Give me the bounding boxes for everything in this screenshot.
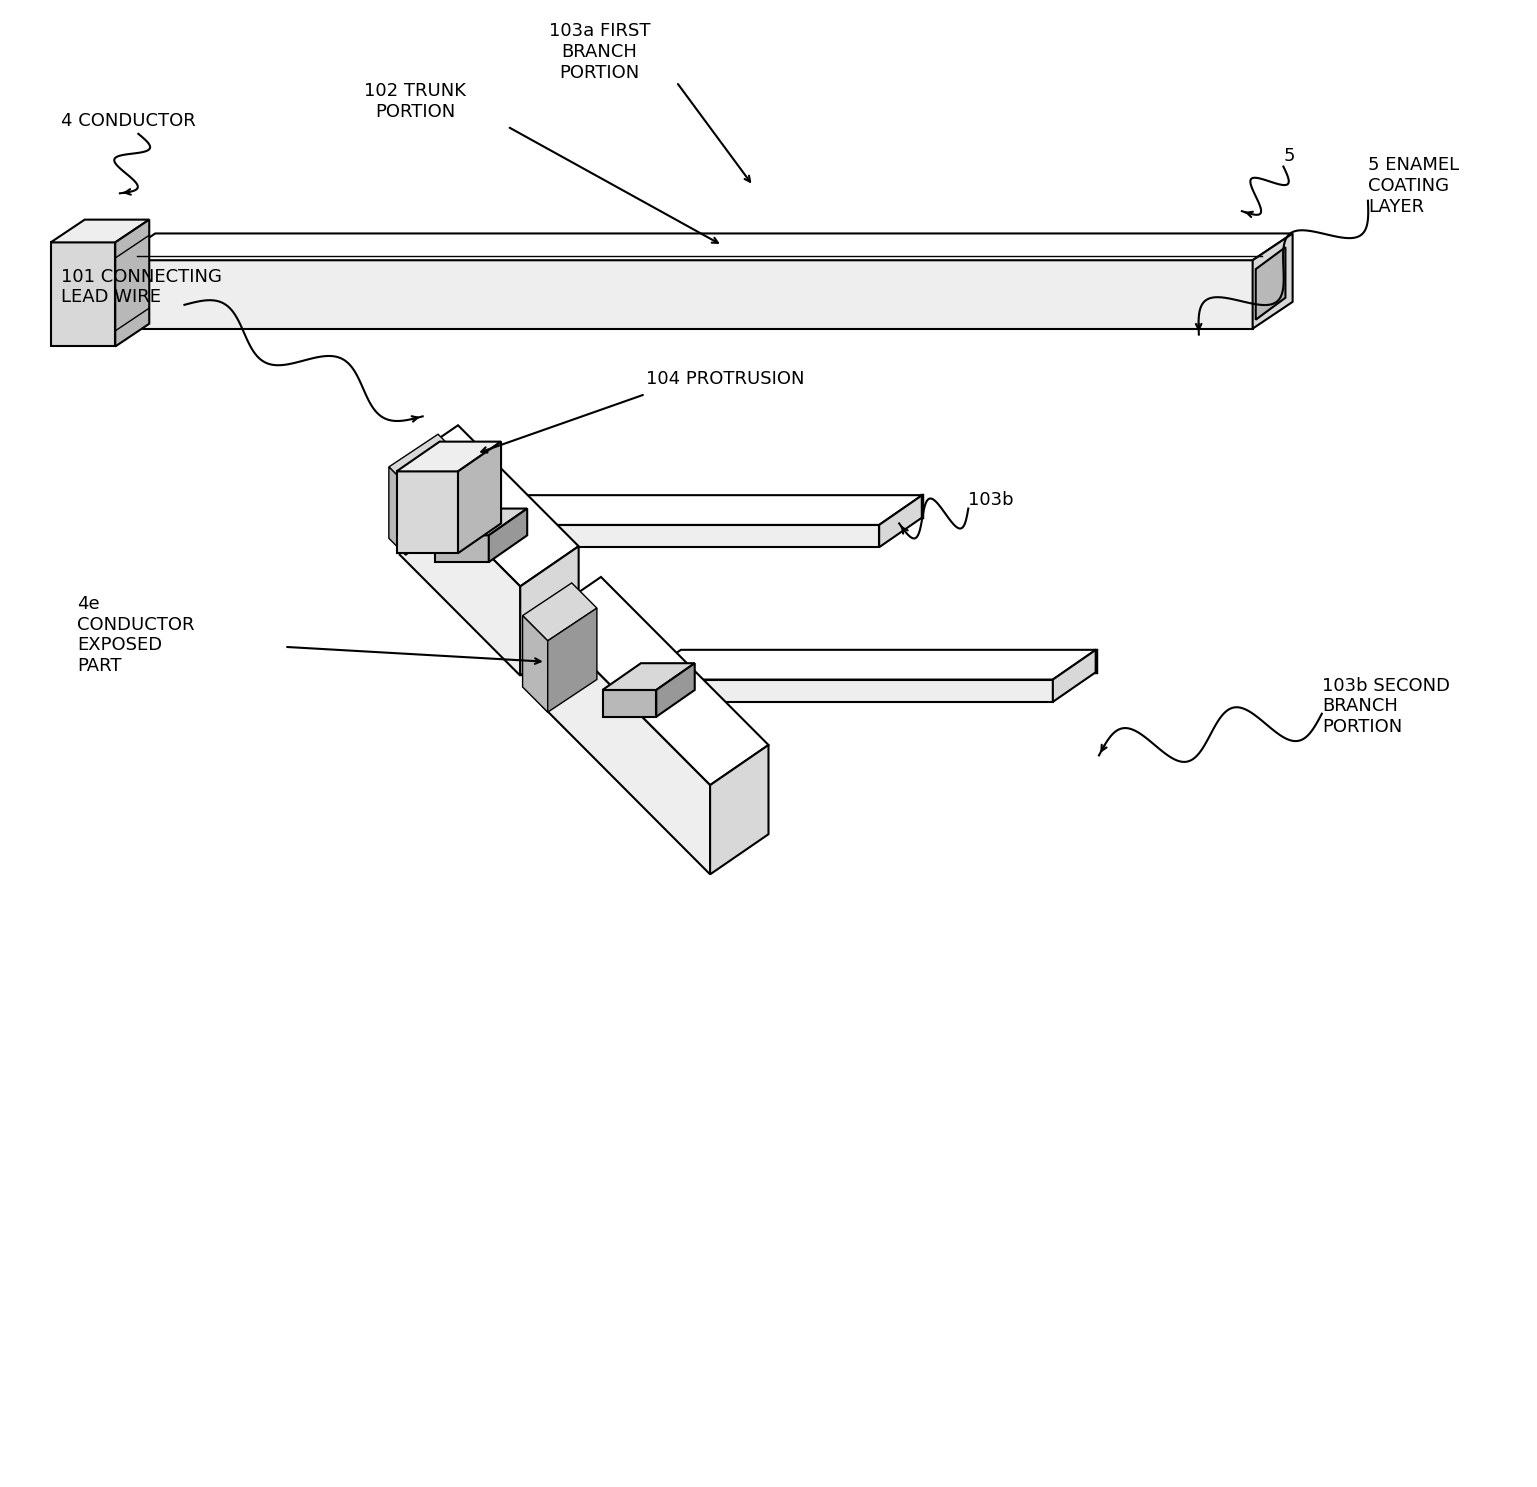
Polygon shape bbox=[435, 509, 527, 535]
Polygon shape bbox=[51, 242, 115, 346]
Text: 101 CONNECTING
LEAD WIRE: 101 CONNECTING LEAD WIRE bbox=[61, 268, 223, 306]
Polygon shape bbox=[543, 617, 710, 874]
Polygon shape bbox=[523, 583, 596, 641]
Polygon shape bbox=[656, 663, 695, 717]
Text: 5 ENAMEL
COATING
LAYER: 5 ENAMEL COATING LAYER bbox=[1368, 156, 1459, 216]
Text: 103b SECOND
BRANCH
PORTION: 103b SECOND BRANCH PORTION bbox=[1322, 677, 1449, 736]
Polygon shape bbox=[406, 451, 455, 555]
Polygon shape bbox=[543, 577, 768, 785]
Polygon shape bbox=[489, 509, 527, 562]
Polygon shape bbox=[389, 434, 455, 483]
Text: 4e
CONDUCTOR
EXPOSED
PART: 4e CONDUCTOR EXPOSED PART bbox=[77, 595, 194, 675]
Polygon shape bbox=[115, 220, 149, 346]
Polygon shape bbox=[638, 680, 1053, 702]
Polygon shape bbox=[523, 616, 547, 712]
Polygon shape bbox=[547, 608, 596, 712]
Polygon shape bbox=[397, 442, 501, 471]
Polygon shape bbox=[520, 546, 578, 675]
Polygon shape bbox=[638, 650, 1096, 680]
Polygon shape bbox=[400, 425, 578, 586]
Text: 102 TRUNK
PORTION: 102 TRUNK PORTION bbox=[364, 82, 466, 120]
Text: 103b: 103b bbox=[968, 491, 1014, 509]
Polygon shape bbox=[603, 690, 656, 717]
Polygon shape bbox=[464, 495, 922, 525]
Polygon shape bbox=[710, 745, 768, 874]
Polygon shape bbox=[435, 535, 489, 562]
Text: 104 PROTRUSION: 104 PROTRUSION bbox=[646, 370, 804, 388]
Polygon shape bbox=[603, 663, 695, 690]
Polygon shape bbox=[400, 465, 520, 675]
Polygon shape bbox=[115, 233, 1293, 260]
Polygon shape bbox=[1053, 650, 1096, 702]
Polygon shape bbox=[397, 471, 458, 553]
Polygon shape bbox=[1253, 233, 1293, 329]
Polygon shape bbox=[389, 467, 406, 555]
Text: 4 CONDUCTOR: 4 CONDUCTOR bbox=[61, 112, 197, 129]
Polygon shape bbox=[464, 525, 879, 547]
Text: 103a FIRST
BRANCH
PORTION: 103a FIRST BRANCH PORTION bbox=[549, 22, 650, 82]
Polygon shape bbox=[1256, 247, 1285, 320]
Polygon shape bbox=[458, 442, 501, 553]
Polygon shape bbox=[115, 260, 1253, 329]
Text: 5: 5 bbox=[1283, 147, 1294, 165]
Polygon shape bbox=[51, 220, 149, 242]
Polygon shape bbox=[879, 495, 922, 547]
